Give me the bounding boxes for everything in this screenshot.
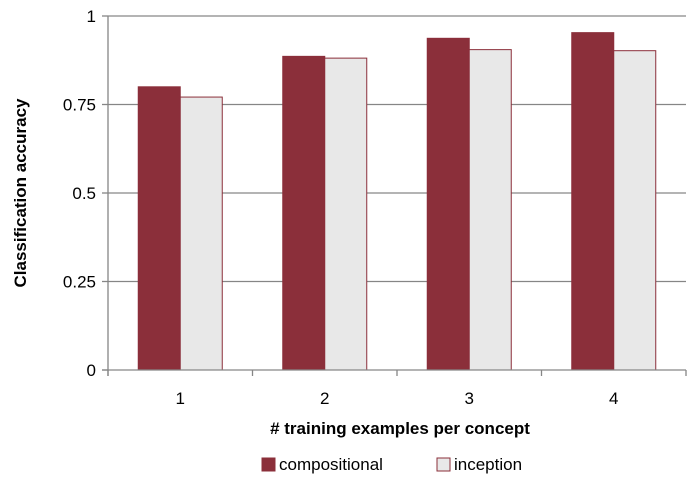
legend-swatch-inception bbox=[436, 457, 451, 472]
bar-compositional-1 bbox=[137, 86, 181, 371]
bar-inception-2 bbox=[324, 57, 368, 371]
legend-swatch-compositional bbox=[261, 457, 276, 472]
y-axis-title: Classification accuracy bbox=[11, 98, 30, 288]
x-tick-label-2: 2 bbox=[320, 389, 329, 408]
bar-inception-4 bbox=[613, 50, 657, 371]
bars bbox=[137, 32, 657, 371]
legend-label-inception: inception bbox=[454, 455, 522, 474]
y-tick-label-2: 0.5 bbox=[72, 184, 96, 203]
x-axis-title: # training examples per concept bbox=[270, 419, 530, 438]
legend: compositional inception bbox=[261, 455, 522, 474]
x-tick-labels: 1 2 3 4 bbox=[176, 389, 619, 408]
bar-inception-1 bbox=[179, 96, 223, 371]
x-tick-label-4: 4 bbox=[609, 389, 618, 408]
bar-compositional-4 bbox=[571, 32, 615, 371]
axes bbox=[102, 15, 687, 376]
y-tick-label-3: 0.75 bbox=[63, 96, 96, 115]
bar-compositional-3 bbox=[426, 37, 470, 371]
x-tick-label-3: 3 bbox=[465, 389, 474, 408]
legend-label-compositional: compositional bbox=[279, 455, 383, 474]
x-tick-label-1: 1 bbox=[176, 389, 185, 408]
y-tick-label-4: 1 bbox=[87, 7, 96, 26]
y-tick-label-0: 0 bbox=[87, 361, 96, 380]
bar-compositional-2 bbox=[282, 55, 326, 371]
y-tick-labels: 0 0.25 0.5 0.75 1 bbox=[63, 7, 96, 380]
bar-inception-3 bbox=[468, 49, 512, 371]
y-tick-label-1: 0.25 bbox=[63, 273, 96, 292]
